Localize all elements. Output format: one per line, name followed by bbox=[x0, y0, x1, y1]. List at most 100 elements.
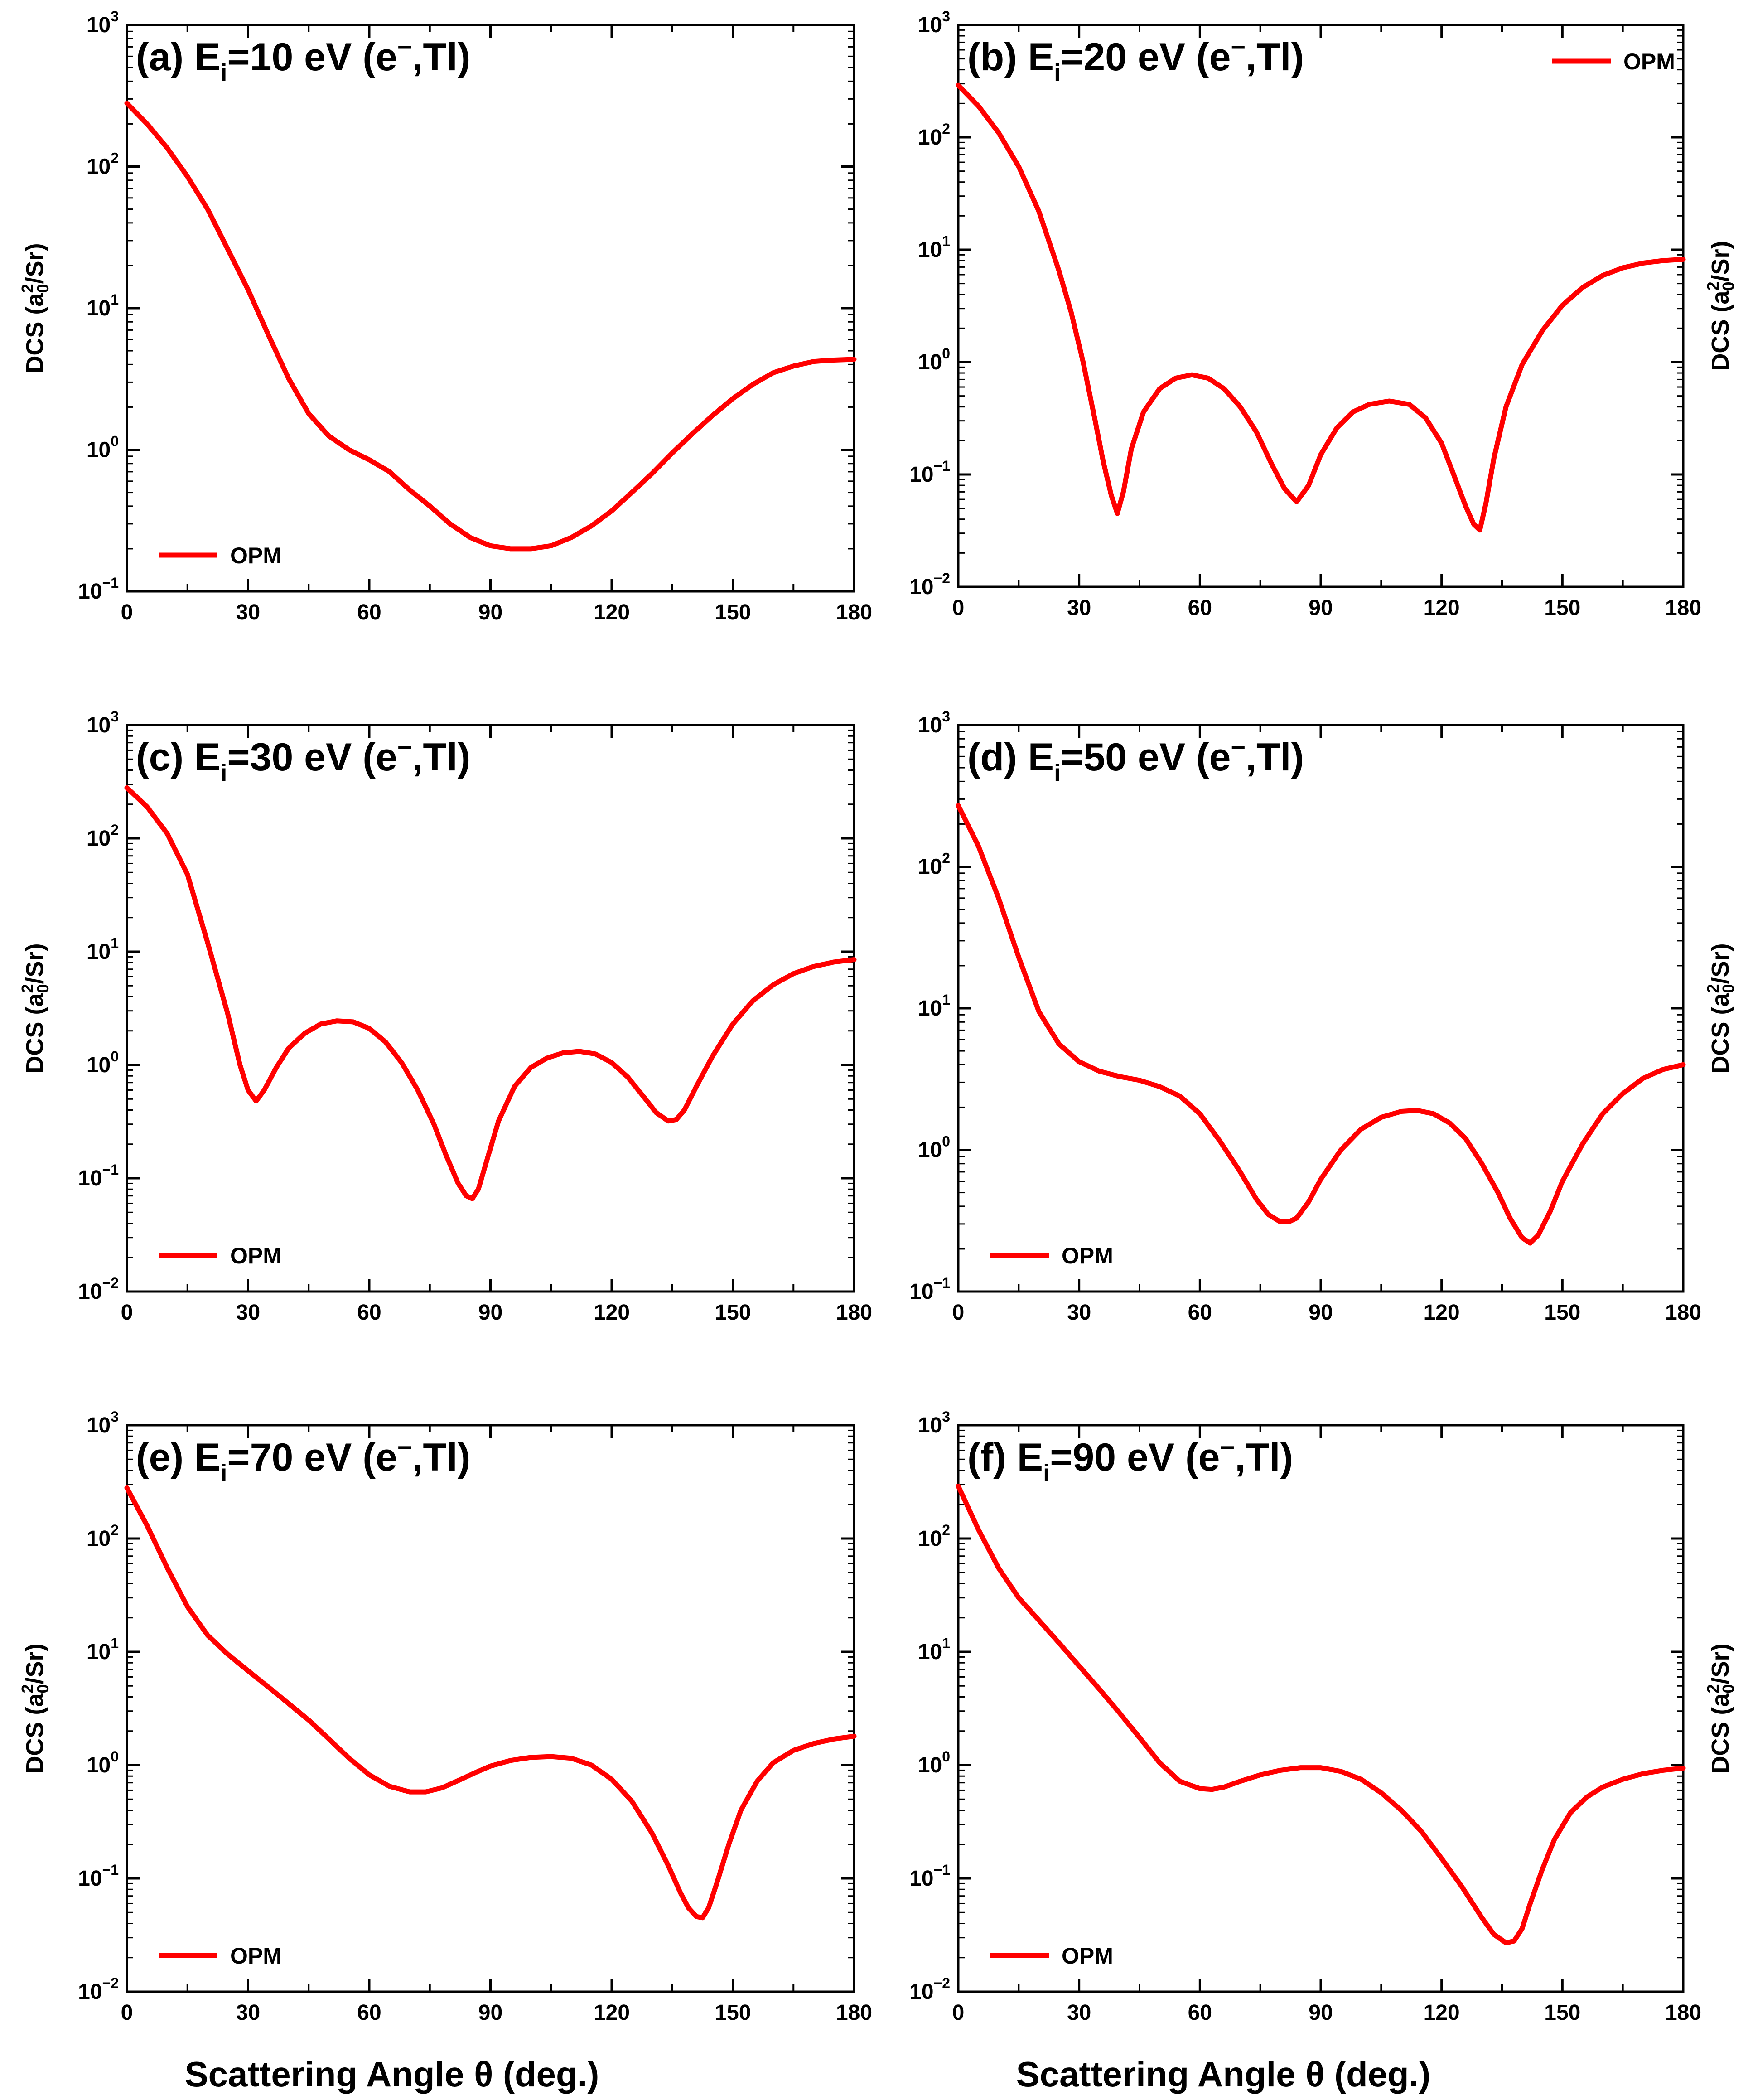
plot-frame bbox=[957, 724, 1685, 1293]
x-tick-label: 180 bbox=[836, 600, 872, 624]
y-tick-label: 103 bbox=[87, 1408, 119, 1437]
series-line-opm bbox=[124, 101, 857, 552]
y-tick-label: 101 bbox=[918, 1635, 950, 1664]
y-tick-label: 10−2 bbox=[78, 1275, 119, 1304]
panel-b: 0 30 60 90 120 150 180 10−2 10−1 100 101 102 103 DCS … bbox=[909, 8, 1738, 620]
y-tick-label: 100 bbox=[918, 1133, 950, 1162]
plot-frame bbox=[126, 24, 855, 593]
y-axis-title: DCS (a02/Sr) bbox=[1704, 943, 1738, 1073]
y-tick-label: 103 bbox=[918, 708, 950, 737]
panel-c: 0 30 60 90 120 150 180 10−2 10−1 100 101 102 103 DCS … bbox=[18, 708, 872, 1325]
x-tick-label: 120 bbox=[1424, 596, 1460, 620]
x-tick-label: 30 bbox=[236, 2001, 260, 2025]
y-tick-label: 101 bbox=[87, 291, 119, 320]
y-tick-label: 10−1 bbox=[78, 1161, 119, 1190]
y-tick-label: 101 bbox=[918, 233, 950, 262]
y-tick-label: 10−2 bbox=[909, 1975, 950, 2004]
x-tick-label: 120 bbox=[594, 600, 630, 624]
y-tick-label: 100 bbox=[87, 1748, 119, 1777]
x-tick-label: 150 bbox=[715, 2001, 751, 2025]
x-tick-label: 30 bbox=[236, 600, 260, 624]
x-tick-label: 90 bbox=[478, 600, 502, 624]
plot-frame bbox=[126, 1424, 855, 1993]
x-tick-label: 30 bbox=[236, 1301, 260, 1325]
legend-label: OPM bbox=[1062, 1243, 1113, 1268]
x-tick-label: 60 bbox=[357, 2001, 381, 2025]
panel-a: 0 30 60 90 120 150 180 10−1 100 101 102 103 DCS (a02… bbox=[18, 8, 872, 624]
y-tick-label: 102 bbox=[87, 150, 119, 179]
x-axis-title-right: Scattering Angle θ (deg.) bbox=[1016, 2054, 1431, 2094]
y-tick-label: 101 bbox=[87, 935, 119, 964]
x-tick-label: 0 bbox=[121, 1301, 133, 1325]
panel-e: 0 30 60 90 120 150 180 10−2 10−1 100 101 102 103 DCS … bbox=[18, 1408, 872, 2025]
panel-title: (f) Ei=90 eV (e−,Tl) bbox=[967, 1433, 1293, 1487]
x-tick-label: 90 bbox=[478, 1301, 502, 1325]
legend-label: OPM bbox=[230, 1943, 282, 1969]
y-tick-label: 102 bbox=[87, 1522, 119, 1551]
y-tick-label: 100 bbox=[87, 1048, 119, 1077]
y-tick-label: 10−2 bbox=[78, 1975, 119, 2004]
x-tick-label: 30 bbox=[1067, 2001, 1091, 2025]
x-tick-label: 60 bbox=[1188, 2001, 1212, 2025]
series-line-opm bbox=[124, 785, 857, 1201]
y-tick-label: 102 bbox=[87, 822, 119, 851]
x-tick-label: 0 bbox=[952, 1301, 965, 1325]
x-tick-label: 60 bbox=[357, 600, 381, 624]
x-tick-label: 90 bbox=[1309, 1301, 1333, 1325]
y-tick-label: 100 bbox=[918, 345, 950, 374]
panel-title: (d) Ei=50 eV (e−,Tl) bbox=[967, 733, 1304, 787]
x-tick-label: 90 bbox=[1309, 2001, 1333, 2025]
legend-label: OPM bbox=[1623, 49, 1675, 74]
legend-label: OPM bbox=[1062, 1943, 1113, 1969]
series-line-opm bbox=[956, 1483, 1686, 1945]
x-tick-label: 150 bbox=[1544, 2001, 1580, 2025]
y-tick-label: 102 bbox=[918, 850, 950, 879]
y-axis-title: DCS (a02/Sr) bbox=[18, 943, 52, 1073]
y-axis-title: DCS (a02/Sr) bbox=[1704, 1643, 1738, 1773]
x-tick-label: 30 bbox=[1067, 1301, 1091, 1325]
x-axis-title-left: Scattering Angle θ (deg.) bbox=[185, 2054, 599, 2094]
panel-d: 0 30 60 90 120 150 180 10−1 100 101 102 103 DCS (a02… bbox=[909, 708, 1738, 1325]
x-tick-label: 180 bbox=[836, 1301, 872, 1325]
x-tick-label: 120 bbox=[1424, 1301, 1460, 1325]
y-tick-label: 100 bbox=[918, 1748, 950, 1777]
x-tick-label: 150 bbox=[715, 1301, 751, 1325]
y-tick-label: 103 bbox=[87, 8, 119, 37]
x-tick-label: 0 bbox=[121, 2001, 133, 2025]
y-tick-label: 103 bbox=[87, 708, 119, 737]
x-tick-label: 180 bbox=[1665, 1301, 1701, 1325]
x-tick-label: 0 bbox=[952, 596, 965, 620]
y-tick-label: 10−1 bbox=[909, 1862, 950, 1891]
x-tick-label: 90 bbox=[478, 2001, 502, 2025]
y-tick-label: 101 bbox=[87, 1635, 119, 1664]
x-tick-label: 30 bbox=[1067, 596, 1091, 620]
panel-title: (c) Ei=30 eV (e−,Tl) bbox=[136, 733, 470, 787]
series-line-opm bbox=[124, 1485, 857, 1921]
legend-label: OPM bbox=[230, 543, 282, 568]
x-tick-label: 90 bbox=[1309, 596, 1333, 620]
y-tick-label: 103 bbox=[918, 8, 950, 37]
y-tick-label: 102 bbox=[918, 1522, 950, 1551]
x-tick-label: 180 bbox=[1665, 2001, 1701, 2025]
y-tick-label: 10−1 bbox=[78, 575, 119, 604]
x-tick-label: 150 bbox=[1544, 1301, 1580, 1325]
y-tick-label: 10−1 bbox=[78, 1862, 119, 1891]
legend-label: OPM bbox=[230, 1243, 282, 1268]
series-line-opm bbox=[956, 82, 1686, 533]
plot-frame bbox=[957, 1424, 1685, 1993]
series-line-opm bbox=[956, 803, 1686, 1246]
x-tick-label: 0 bbox=[952, 2001, 965, 2025]
panel-title: (e) Ei=70 eV (e−,Tl) bbox=[136, 1433, 470, 1487]
y-axis-title: DCS (a02/Sr) bbox=[18, 1643, 52, 1773]
y-tick-label: 10−1 bbox=[909, 458, 950, 487]
y-axis-title: DCS (a02/Sr) bbox=[18, 243, 52, 373]
y-axis-title: DCS (a02/Sr) bbox=[1704, 241, 1738, 371]
panel-title: (a) Ei=10 eV (e−,Tl) bbox=[136, 33, 470, 87]
y-tick-label: 10−1 bbox=[909, 1275, 950, 1304]
y-tick-label: 103 bbox=[918, 1408, 950, 1437]
x-tick-label: 120 bbox=[594, 1301, 630, 1325]
y-tick-label: 100 bbox=[87, 433, 119, 462]
panel-title: (b) Ei=20 eV (e−,Tl) bbox=[967, 33, 1304, 87]
x-tick-label: 0 bbox=[121, 600, 133, 624]
